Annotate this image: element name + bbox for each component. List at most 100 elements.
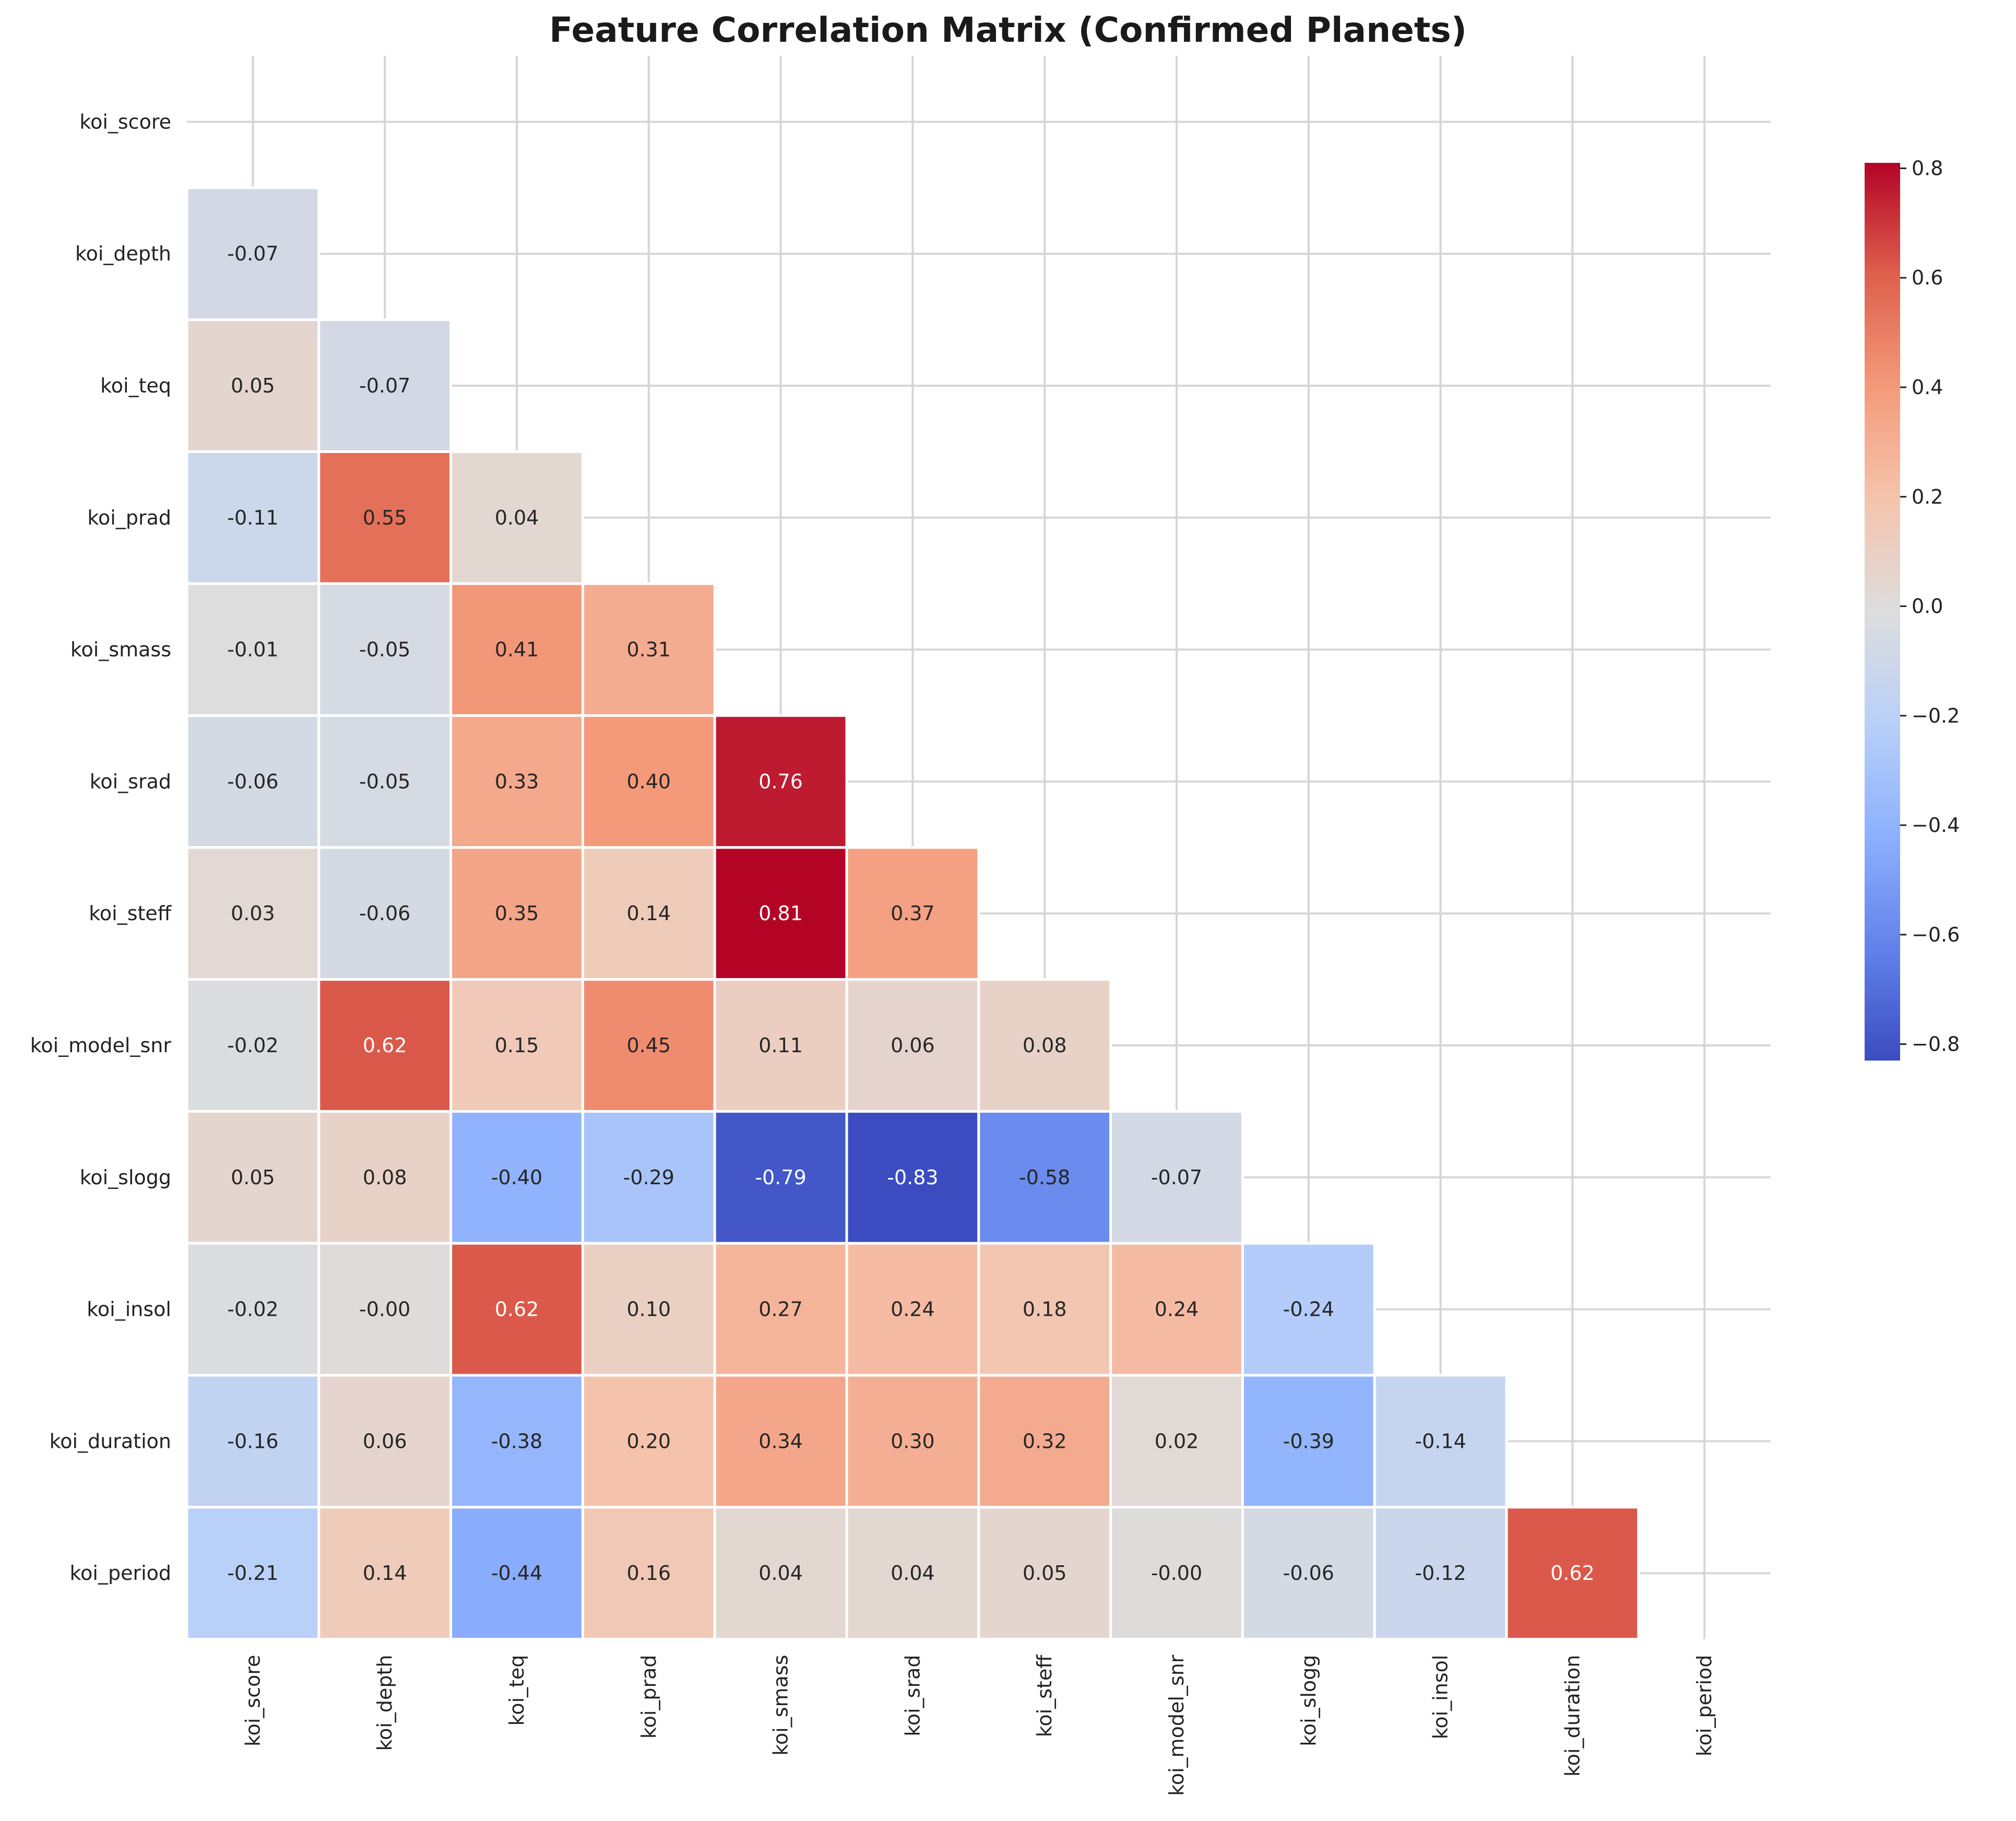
cell-value-label: -0.02	[227, 1298, 278, 1321]
heatmap-cell	[185, 714, 321, 849]
heatmap-cell	[185, 582, 321, 717]
y-tick-label: koi_duration	[50, 1430, 171, 1453]
x-tick-label: koi_steff	[1033, 1655, 1056, 1737]
cell-value-label: 0.55	[363, 506, 407, 529]
cell-value-label: 0.06	[891, 1034, 935, 1057]
x-tick-label: koi_srad	[901, 1655, 924, 1736]
heatmap-cell	[1373, 1374, 1508, 1509]
heatmap-cell	[713, 714, 848, 849]
x-tick-label: koi_model_snr	[1165, 1655, 1188, 1796]
cell-value-label: -0.44	[491, 1562, 542, 1585]
cell-value-label: -0.07	[359, 374, 410, 397]
cell-value-label: -0.79	[755, 1166, 806, 1189]
cell-value-label: 0.34	[758, 1430, 803, 1453]
colorbar-tick-label: 0.6	[1912, 266, 1943, 289]
heatmap-cell	[449, 1374, 584, 1509]
chart-title: Feature Correlation Matrix (Confirmed Pl…	[549, 10, 1467, 50]
cell-value-label: -0.16	[227, 1430, 278, 1453]
y-tick-label: koi_slogg	[80, 1166, 171, 1189]
heatmap-cell	[185, 1110, 321, 1245]
heatmap-cell	[845, 978, 980, 1113]
cell-value-label: 0.05	[231, 374, 275, 397]
cell-value-label: 0.31	[626, 638, 671, 661]
cell-value-label: -0.12	[1415, 1562, 1466, 1585]
cell-value-label: 0.37	[891, 902, 935, 925]
cell-value-label: -0.39	[1283, 1430, 1334, 1453]
heatmap-cell	[845, 846, 980, 981]
heatmap-cell	[977, 978, 1112, 1113]
y-tick-labels: koi_score koi_depth koi_teq koi_prad koi_sma…	[30, 110, 172, 1585]
cell-value-label: 0.04	[758, 1562, 803, 1585]
cell-value-label: -0.07	[1151, 1166, 1202, 1189]
x-tick-label: koi_period	[1693, 1655, 1716, 1757]
cell-value-label: 0.14	[626, 902, 671, 925]
cell-value-label: 0.04	[495, 506, 539, 529]
x-tick-label: koi_duration	[1561, 1655, 1584, 1777]
cell-value-label: 0.03	[231, 902, 275, 925]
cell-value-label: 0.02	[1155, 1430, 1199, 1453]
x-tick-label: koi_teq	[505, 1655, 528, 1726]
heatmap-cell	[977, 1374, 1112, 1509]
heatmap-cell	[449, 582, 584, 717]
y-tick-label: koi_srad	[90, 770, 171, 793]
cell-value-label: -0.00	[359, 1298, 410, 1321]
cell-value-label: -0.24	[1283, 1298, 1334, 1321]
x-tick-label: koi_smass	[769, 1655, 792, 1756]
heatmap-cell	[317, 1110, 453, 1245]
x-tick-label: koi_insol	[1429, 1655, 1452, 1740]
heatmap-cell	[449, 846, 584, 981]
cell-value-label: 0.08	[363, 1166, 407, 1189]
colorbar-tick-label: −0.8	[1912, 1033, 1960, 1056]
cell-value-label: 0.62	[1550, 1562, 1595, 1585]
cell-value-label: 0.33	[495, 770, 539, 793]
heatmap-cell	[581, 846, 716, 981]
y-tick-label: koi_depth	[75, 242, 171, 265]
heatmap-cell	[317, 978, 453, 1113]
cell-value-label: 0.62	[495, 1298, 539, 1321]
y-tick-label: koi_steff	[89, 902, 172, 925]
cell-value-label: -0.06	[1283, 1562, 1334, 1585]
cell-value-label: -0.21	[227, 1562, 278, 1585]
cell-value-label: 0.10	[626, 1298, 671, 1321]
colorbar-tick-label: 0.2	[1912, 485, 1943, 508]
cell-value-label: -0.38	[491, 1430, 542, 1453]
cell-value-label: 0.06	[363, 1430, 407, 1453]
heatmap-cell	[845, 1242, 980, 1377]
x-tick-label: koi_depth	[373, 1655, 396, 1751]
colorbar-gradient	[1865, 163, 1900, 1061]
cell-value-label: 0.05	[231, 1166, 275, 1189]
heatmap-cell	[713, 1506, 848, 1641]
heatmap-cell	[185, 846, 321, 981]
cell-value-label: 0.27	[758, 1298, 803, 1321]
cell-value-label: 0.15	[495, 1034, 539, 1057]
cell-value-label: -0.11	[227, 506, 278, 529]
cell-value-label: -0.07	[227, 242, 278, 265]
cell-value-label: -0.02	[227, 1034, 278, 1057]
heatmap-cell	[713, 1110, 848, 1245]
heatmap-cell	[449, 1506, 584, 1641]
cell-value-label: -0.40	[491, 1166, 542, 1189]
cell-value-label: 0.76	[758, 770, 803, 793]
cell-value-label: 0.14	[363, 1562, 407, 1585]
cell-value-label: 0.81	[758, 902, 803, 925]
cell-value-label: 0.04	[891, 1562, 935, 1585]
heatmap-cell	[449, 1110, 584, 1245]
cell-value-label: -0.06	[227, 770, 278, 793]
heatmap-cells: -0.07 0.05 -0.07 -0.11 0.55 0.04 -0.01 -0.05 0.4…	[185, 186, 1640, 1641]
cell-value-label: -0.05	[359, 770, 410, 793]
cell-value-label: 0.24	[1155, 1298, 1199, 1321]
heatmap-cell	[1241, 1506, 1376, 1641]
cell-value-label: -0.58	[1019, 1166, 1070, 1189]
heatmap-cell	[1109, 1506, 1244, 1641]
cell-value-label: -0.05	[359, 638, 410, 661]
y-tick-label: koi_prad	[87, 506, 171, 529]
y-tick-label: koi_model_snr	[30, 1034, 172, 1057]
cell-value-label: 0.30	[891, 1430, 935, 1453]
heatmap-cell	[581, 1110, 716, 1245]
cell-value-label: -0.14	[1415, 1430, 1466, 1453]
x-tick-label: koi_score	[241, 1655, 264, 1747]
colorbar-tick-label: −0.4	[1912, 814, 1960, 837]
cell-value-label: 0.40	[626, 770, 671, 793]
heatmap-cell	[317, 582, 453, 717]
